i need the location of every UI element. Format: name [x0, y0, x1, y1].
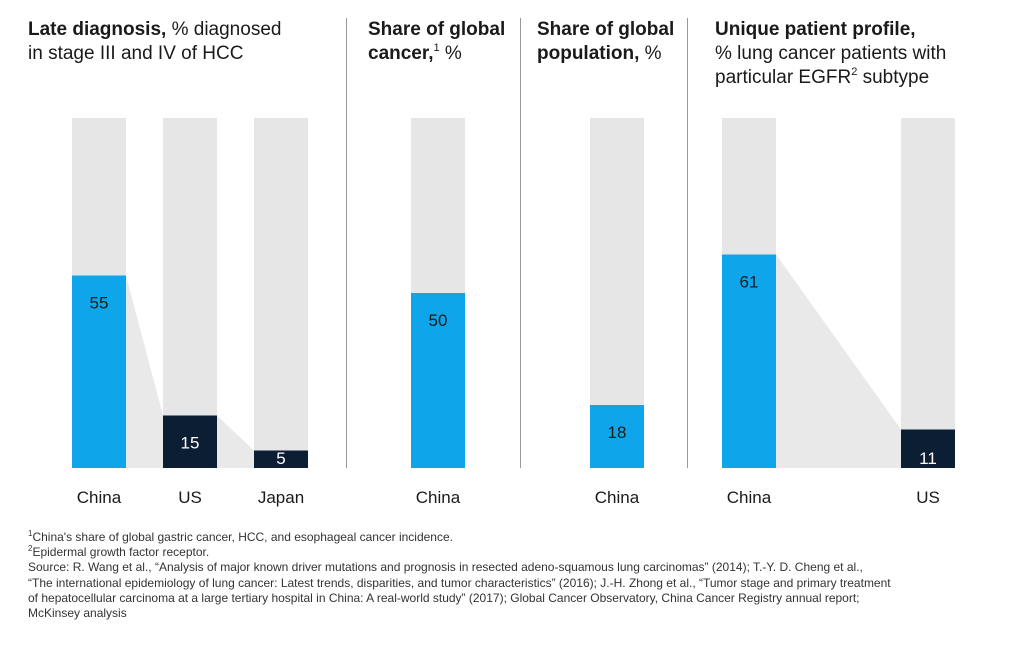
data-label-4-china: 61: [740, 273, 759, 292]
footnotes: 1China's share of global gastric cancer,…: [28, 530, 998, 621]
panel-1-title-rest: % diagnosed: [166, 19, 282, 40]
category-label-2-china: China: [416, 488, 461, 507]
panel-2-title-rest: %: [439, 43, 462, 64]
panel-4-title-line2: % lung cancer patients with: [715, 43, 947, 64]
divider-2: [520, 18, 521, 468]
category-label-1-us: US: [178, 488, 202, 507]
bar-connector-1-1: [126, 275, 163, 468]
source-line-2: “The international epidemiology of lung …: [28, 575, 891, 590]
bar-track-4-us: [901, 118, 955, 468]
data-label-3-china: 18: [608, 423, 627, 442]
bar-1-japan: [254, 450, 308, 468]
panel-2-title-bold-line2: cancer,: [368, 43, 434, 64]
data-label-1-us: 15: [181, 434, 200, 453]
panel-2-title-sup: 1: [433, 41, 440, 54]
panel-3-title-rest: %: [639, 43, 662, 64]
source-line-3: of hepatocellular carcinoma at a large t…: [28, 590, 860, 605]
divider-3: [687, 18, 688, 468]
divider-1: [346, 18, 347, 468]
panel-4-title-line3-pre: particular EGFR: [715, 67, 852, 88]
footnote-1: 1China's share of global gastric cancer,…: [28, 529, 453, 545]
bar-4-us: [901, 429, 955, 468]
category-label-3-china: China: [595, 488, 640, 507]
bar-track-1-us: [163, 118, 217, 468]
data-label-1-japan: 5: [276, 449, 285, 468]
footnote-2: 2Epidermal growth factor receptor.: [28, 544, 210, 560]
panel-4-title: Unique patient profile, % lung cancer pa…: [715, 18, 1015, 90]
category-label-1-japan: Japan: [258, 488, 304, 507]
panel-1-title-line2: in stage III and IV of HCC: [28, 43, 244, 64]
bar-connector-1-2: [217, 415, 254, 468]
source-line-1: Source: R. Wang et al., “Analysis of maj…: [28, 560, 863, 575]
category-label-1-china: China: [77, 488, 122, 507]
data-label-2-china: 50: [429, 311, 448, 330]
panel-3-title: Share of global population, %: [537, 18, 697, 66]
bar-1-china: [72, 275, 126, 468]
panel-4-title-line3-post: subtype: [857, 67, 930, 88]
panel-3-title-bold-line2: population,: [537, 43, 640, 64]
bar-3-china: [590, 405, 644, 468]
panel-3-title-bold-line1: Share of global: [537, 19, 675, 40]
bar-1-us: [163, 415, 217, 468]
bar-connector-4-1: [776, 254, 901, 468]
panel-2-title-bold-line1: Share of global: [368, 19, 506, 40]
bar-track-1-japan: [254, 118, 308, 468]
panel-2-title: Share of global cancer,1 %: [368, 18, 528, 66]
category-label-4-china: China: [727, 488, 772, 507]
data-label-1-china: 55: [90, 294, 109, 313]
panel-1-title: Late diagnosis, % diagnosed in stage III…: [28, 18, 328, 66]
bar-2-china: [411, 293, 465, 468]
panel-1-title-bold: Late diagnosis,: [28, 19, 167, 40]
bar-4-china: [722, 254, 776, 468]
bar-charts: 55 China 15 US 5 Japan 50 China 18 China 61 China 11…: [72, 118, 955, 507]
data-label-4-us: 11: [919, 449, 937, 468]
panel-4-title-sup: 2: [851, 65, 858, 78]
category-label-4-us: US: [916, 488, 940, 507]
panel-4-title-bold: Unique patient profile,: [715, 19, 916, 40]
source-line-4: McKinsey analysis: [28, 606, 127, 621]
